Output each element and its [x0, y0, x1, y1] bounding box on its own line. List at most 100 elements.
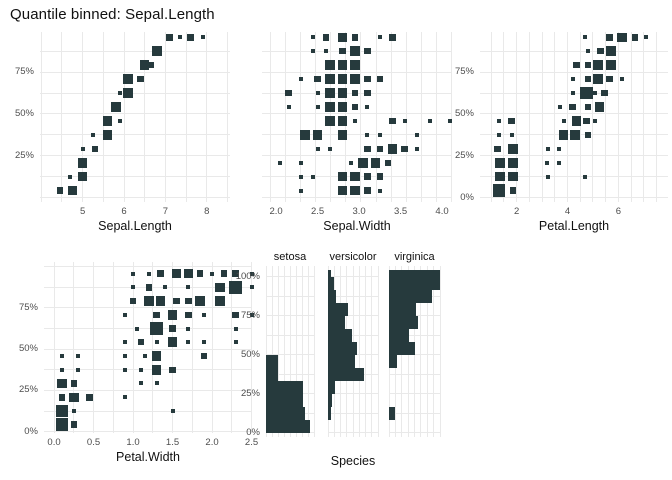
bin-square	[364, 145, 371, 153]
gridline-horizontal	[262, 197, 452, 199]
bin-square	[187, 34, 194, 41]
bin-square	[350, 185, 360, 196]
gridline-vertical	[503, 32, 505, 202]
bin-square	[401, 145, 408, 153]
gridline-vertical	[251, 262, 253, 433]
y-tick-label: 0%	[460, 191, 474, 203]
bin-square	[154, 340, 159, 345]
gridline-horizontal	[480, 176, 668, 178]
bin-square	[185, 297, 192, 305]
gridline-vertical	[541, 32, 543, 202]
gridline-vertical	[360, 32, 362, 202]
bin-square	[350, 60, 360, 70]
bin-square	[351, 89, 359, 97]
gridline-vertical	[295, 266, 297, 437]
quantile-bar	[389, 289, 432, 303]
x-tick-label: 4	[564, 206, 571, 217]
bin-square	[177, 35, 182, 40]
bin-square	[154, 381, 159, 386]
bin-square	[102, 116, 113, 126]
gridline-vertical	[299, 32, 301, 202]
bin-square	[57, 378, 67, 389]
bin-square	[358, 158, 368, 168]
bin-square	[508, 171, 518, 182]
bin-square	[151, 351, 162, 361]
bin-square	[169, 366, 176, 374]
bin-square	[494, 145, 501, 153]
bin-square	[58, 394, 66, 401]
bin-square	[350, 74, 360, 84]
y-tick-label: 0%	[24, 425, 38, 437]
x-tick-label: 2.5	[244, 437, 259, 448]
bin-square	[195, 296, 205, 306]
quantile-bar	[328, 270, 331, 277]
gridline-vertical	[371, 266, 373, 437]
bin-square	[352, 119, 357, 124]
bin-square	[196, 270, 204, 277]
bin-square	[137, 338, 145, 346]
bin-square	[402, 119, 407, 124]
bin-square	[337, 116, 348, 126]
quantile-bar	[266, 393, 304, 407]
bin-square	[509, 187, 517, 194]
bin-square	[496, 119, 501, 124]
bin-square	[183, 268, 194, 279]
bin-square	[606, 34, 613, 41]
bin-square	[162, 285, 167, 290]
bin-square	[325, 74, 335, 84]
bin-square	[509, 132, 514, 137]
bin-square	[152, 46, 162, 56]
gridline-horizontal	[40, 71, 230, 73]
gridline-vertical	[82, 32, 84, 202]
x-tick-label: 2.5	[310, 206, 325, 217]
quantile-bar	[389, 302, 416, 316]
quantile-bar	[389, 276, 440, 290]
bin-square	[77, 158, 88, 168]
gridline-vertical	[227, 32, 229, 202]
bin-square	[102, 130, 113, 140]
bin-square	[573, 61, 580, 69]
x-axis-title: Species	[330, 454, 376, 468]
bin-square	[311, 49, 316, 54]
bin-square	[311, 35, 316, 40]
bin-square	[376, 173, 384, 180]
x-tick-label: 3.0	[352, 206, 366, 217]
quantile-bar	[389, 354, 398, 368]
bin-square	[210, 271, 215, 276]
bin-square	[569, 103, 576, 111]
bin-square	[138, 381, 143, 386]
bin-square	[387, 144, 397, 154]
bin-square	[585, 49, 590, 54]
bin-square	[508, 144, 518, 154]
bin-square	[155, 296, 166, 306]
bin-square	[229, 281, 242, 294]
gridline-horizontal	[262, 134, 452, 136]
bin-square	[644, 35, 649, 40]
gridline-vertical	[301, 266, 303, 437]
bin-square	[606, 60, 616, 70]
bin-square	[558, 130, 569, 140]
bin-square	[365, 132, 370, 137]
bin-square	[570, 77, 575, 82]
x-tick-label: 0.0	[47, 437, 61, 448]
y-tick-label: 100%	[235, 270, 260, 282]
bin-square	[298, 77, 303, 82]
gridline-horizontal	[480, 113, 668, 115]
bin-square	[546, 146, 551, 151]
bin-square	[166, 34, 173, 41]
bin-square	[233, 326, 238, 331]
bin-square	[570, 91, 575, 96]
bin-square	[583, 117, 590, 125]
bin-square	[123, 395, 128, 400]
gridline-vertical	[231, 262, 233, 433]
quantile-bar	[328, 393, 332, 407]
bin-square	[278, 160, 283, 165]
y-tick-label: 75%	[18, 301, 38, 313]
gridline-horizontal	[44, 348, 252, 350]
quantile-bar	[328, 380, 335, 394]
gridline-vertical	[377, 266, 379, 437]
gridline-horizontal	[40, 113, 230, 115]
bin-square	[77, 171, 88, 182]
bin-square	[584, 61, 592, 69]
gridline-vertical	[605, 32, 607, 202]
